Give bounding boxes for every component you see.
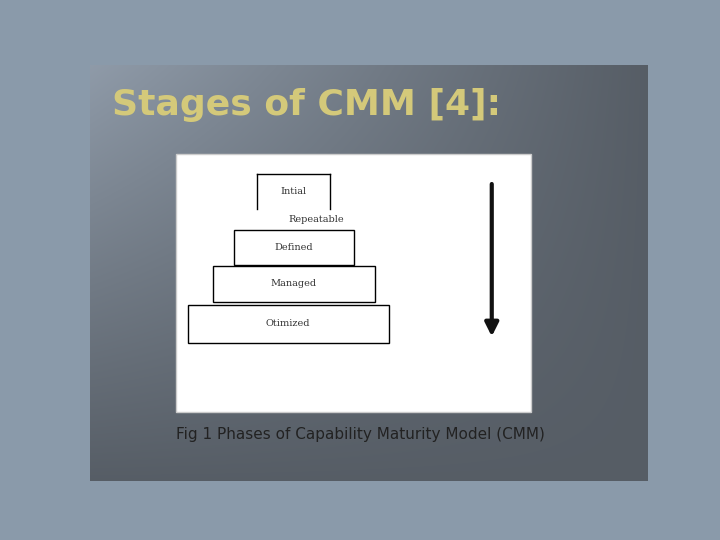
Bar	[234, 230, 354, 266]
Text: Managed: Managed	[271, 279, 317, 288]
Text: Otimized: Otimized	[266, 319, 310, 328]
Text: Intial: Intial	[281, 187, 307, 196]
Bar	[188, 305, 389, 342]
Text: Repeatable: Repeatable	[288, 215, 343, 224]
Bar	[176, 154, 531, 412]
Text: Fig 1 Phases of Capability Maturity Model (CMM): Fig 1 Phases of Capability Maturity Mode…	[176, 427, 545, 442]
Bar	[213, 266, 374, 302]
Text: Stages of CMM [4]:: Stages of CMM [4]:	[112, 87, 501, 122]
Text: Defined: Defined	[274, 243, 313, 252]
